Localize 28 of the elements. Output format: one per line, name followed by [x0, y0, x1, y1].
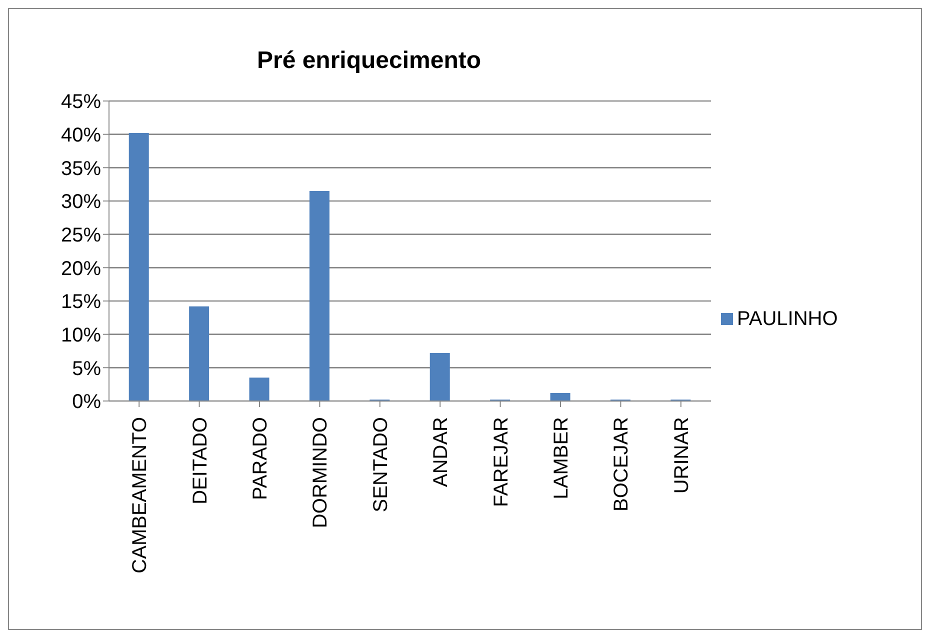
y-tick-label: 45% — [60, 91, 102, 114]
x-tick-label: FAREJAR — [490, 417, 512, 508]
x-tick-label: DORMINDO — [310, 417, 332, 528]
x-tick-label: SENTADO — [370, 417, 392, 512]
x-tick-label: URINAR — [670, 417, 693, 494]
y-tick-label: 15% — [60, 291, 102, 314]
x-tick-label: LAMBER — [550, 417, 572, 500]
y-tick-label: 5% — [72, 358, 102, 380]
y-tick-label: 0% — [72, 391, 102, 414]
y-tick-label: 35% — [60, 158, 102, 180]
x-tick-label: DEITADO — [189, 417, 212, 504]
legend-label: PAULINHO — [737, 308, 838, 330]
chart-title: Pré enriquecimento — [256, 47, 482, 75]
x-tick-label: PARADO — [250, 417, 272, 500]
x-tick-label: ANDAR — [430, 417, 452, 488]
bar — [249, 378, 270, 401]
y-tick-label: 40% — [60, 124, 102, 146]
y-tick-label: 30% — [60, 191, 102, 214]
y-tick-label: 10% — [60, 324, 102, 346]
y-tick-label: 20% — [60, 258, 102, 280]
bar — [550, 393, 570, 401]
bar — [430, 353, 450, 401]
y-tick-label: 25% — [60, 224, 102, 246]
bar — [309, 191, 330, 401]
bar — [128, 133, 149, 401]
x-tick-label: BOCEJAR — [610, 417, 633, 512]
bar — [189, 306, 210, 401]
x-tick-label: CAMBEAMENTO — [129, 417, 152, 574]
